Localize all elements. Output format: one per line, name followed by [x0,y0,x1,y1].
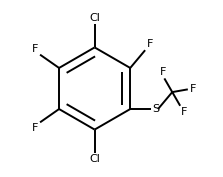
Text: Cl: Cl [89,154,100,164]
Text: F: F [160,67,167,77]
Text: S: S [152,104,159,114]
Text: Cl: Cl [89,13,100,23]
Text: F: F [181,107,188,117]
Text: F: F [32,123,38,133]
Text: F: F [190,84,196,94]
Text: F: F [147,39,153,49]
Text: F: F [32,44,38,54]
